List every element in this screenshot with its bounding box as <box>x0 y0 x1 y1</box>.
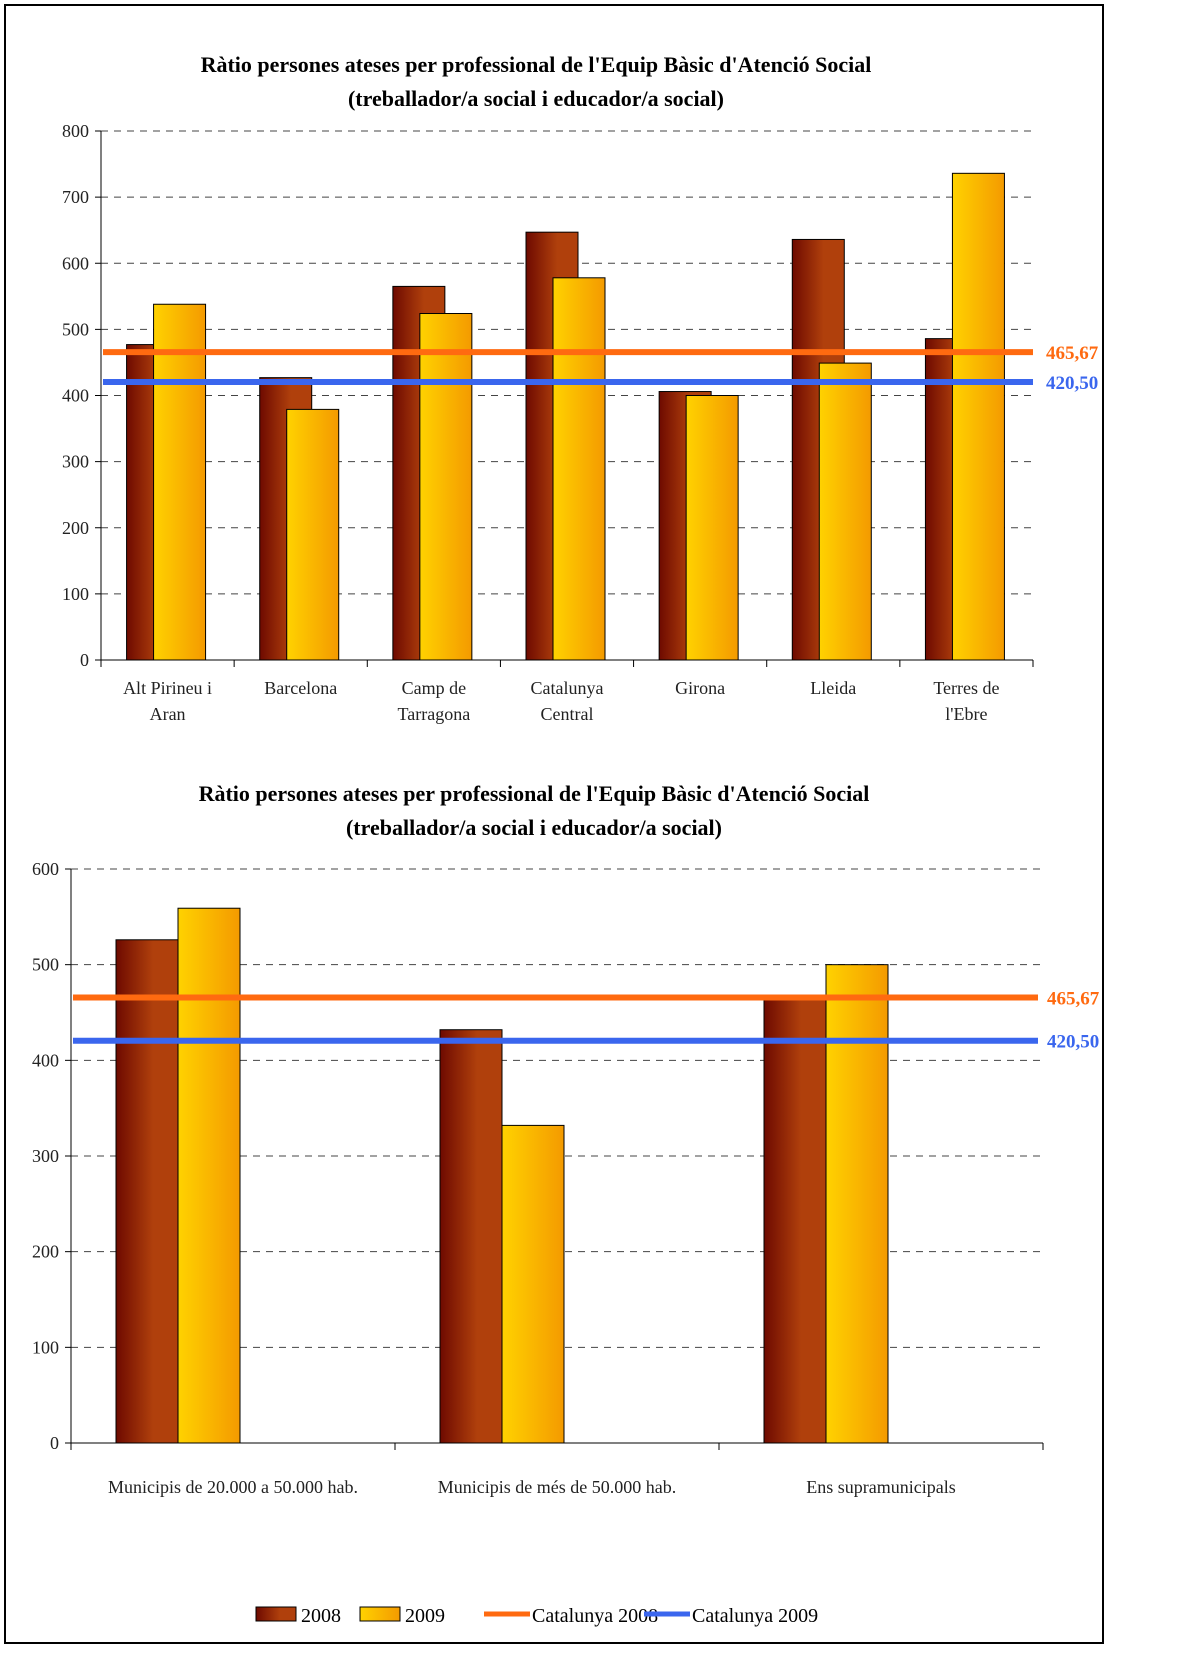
y-tick-label: 700 <box>62 187 89 207</box>
chart-2: Ràtio persones ateses per professional d… <box>32 781 1100 1497</box>
bar-2009 <box>153 303 207 661</box>
y-tick-label: 600 <box>62 253 89 273</box>
bar-2008 <box>439 1029 503 1444</box>
chart-2-y-axis: 0 100 200 300 400 500 600 <box>32 859 72 1453</box>
legend-label: 2009 <box>405 1605 445 1627</box>
y-tick-label: 600 <box>32 859 59 879</box>
category-label: l'Ebre <box>945 704 987 724</box>
chart-2-x-axis <box>70 1442 1044 1450</box>
y-tick-label: 200 <box>32 1242 59 1262</box>
bar-2009 <box>419 313 473 661</box>
y-tick-label: 0 <box>50 1433 59 1453</box>
category-label: Catalunya <box>531 678 604 698</box>
bar-2009 <box>685 395 739 661</box>
chart-1-reference-lines: 465,67 420,50 <box>103 343 1099 394</box>
legend-swatch-2008 <box>255 1606 297 1622</box>
chart-1-title-line-2: (treballador/a social i educador/a socia… <box>348 86 724 111</box>
y-tick-label: 400 <box>32 1050 59 1070</box>
y-tick-label: 0 <box>80 650 89 670</box>
category-label: Municipis de 20.000 a 50.000 hab. <box>108 1477 358 1497</box>
reference-label-2008: 465,67 <box>1047 989 1100 1010</box>
chart-2-title-line-2: (treballador/a social i educador/a socia… <box>346 815 722 840</box>
chart-1-bars <box>126 172 1005 661</box>
legend-label: Catalunya 2008 <box>532 1605 658 1627</box>
chart-frame: Ràtio persones ateses per professional d… <box>4 4 1104 1644</box>
y-tick-label: 500 <box>32 955 59 975</box>
category-label: Girona <box>675 678 725 698</box>
y-tick-label: 200 <box>62 518 89 538</box>
legend-swatch-2009 <box>359 1606 401 1622</box>
legend: 2008 2009 Catalunya 2008 Catalunya 2009 <box>255 1605 818 1627</box>
category-label: Ens supramunicipals <box>806 1477 955 1497</box>
bar-2009 <box>825 964 889 1444</box>
chart-2-title-line-1: Ràtio persones ateses per professional d… <box>199 781 870 806</box>
category-label: Aran <box>150 704 186 724</box>
chart-canvas: Ràtio persones ateses per professional d… <box>32 52 1100 1627</box>
category-label: Camp de <box>402 678 467 698</box>
y-tick-label: 400 <box>62 386 89 406</box>
category-label: Municipis de més de 50.000 hab. <box>438 1477 676 1497</box>
chart-1-title-line-1: Ràtio persones ateses per professional d… <box>201 52 872 77</box>
reference-label-2009: 420,50 <box>1046 373 1098 394</box>
chart-2-category-labels: Municipis de 20.000 a 50.000 hab. Municip… <box>108 1477 956 1497</box>
category-label: Central <box>541 704 594 724</box>
bar-2009 <box>177 907 241 1444</box>
y-tick-label: 100 <box>32 1337 59 1357</box>
category-label: Barcelona <box>264 678 337 698</box>
y-tick-label: 500 <box>62 319 89 339</box>
legend-label: 2008 <box>301 1605 341 1627</box>
chart-1-category-labels: Alt Pirineu i Aran Barcelona Camp de Tarrago… <box>123 678 999 724</box>
y-tick-label: 800 <box>62 121 89 141</box>
chart-1-x-axis <box>100 659 1034 667</box>
y-tick-label: 300 <box>62 452 89 472</box>
y-tick-label: 300 <box>32 1146 59 1166</box>
chart-1: Ràtio persones ateses per professional d… <box>62 52 1099 724</box>
bar-2009 <box>552 277 606 661</box>
bar-2009 <box>818 362 872 661</box>
bar-2008 <box>115 939 179 1444</box>
category-label: Lleida <box>810 678 856 698</box>
category-label: Alt Pirineu i <box>123 678 212 698</box>
reference-label-2008: 465,67 <box>1046 343 1099 364</box>
bar-2009 <box>501 1124 565 1444</box>
chart-2-bars <box>115 907 889 1444</box>
category-label: Terres de <box>933 678 999 698</box>
category-label: Tarragona <box>398 704 471 724</box>
chart-1-y-axis: 0 100 200 300 400 500 600 700 800 <box>62 121 102 670</box>
legend-label: Catalunya 2009 <box>692 1605 818 1627</box>
bar-2009 <box>286 408 340 661</box>
bar-2009 <box>951 172 1005 661</box>
chart-2-reference-lines: 465,67 420,50 <box>73 989 1100 1053</box>
reference-label-2009: 420,50 <box>1047 1032 1099 1053</box>
bar-2008 <box>763 994 827 1444</box>
y-tick-label: 100 <box>62 584 89 604</box>
